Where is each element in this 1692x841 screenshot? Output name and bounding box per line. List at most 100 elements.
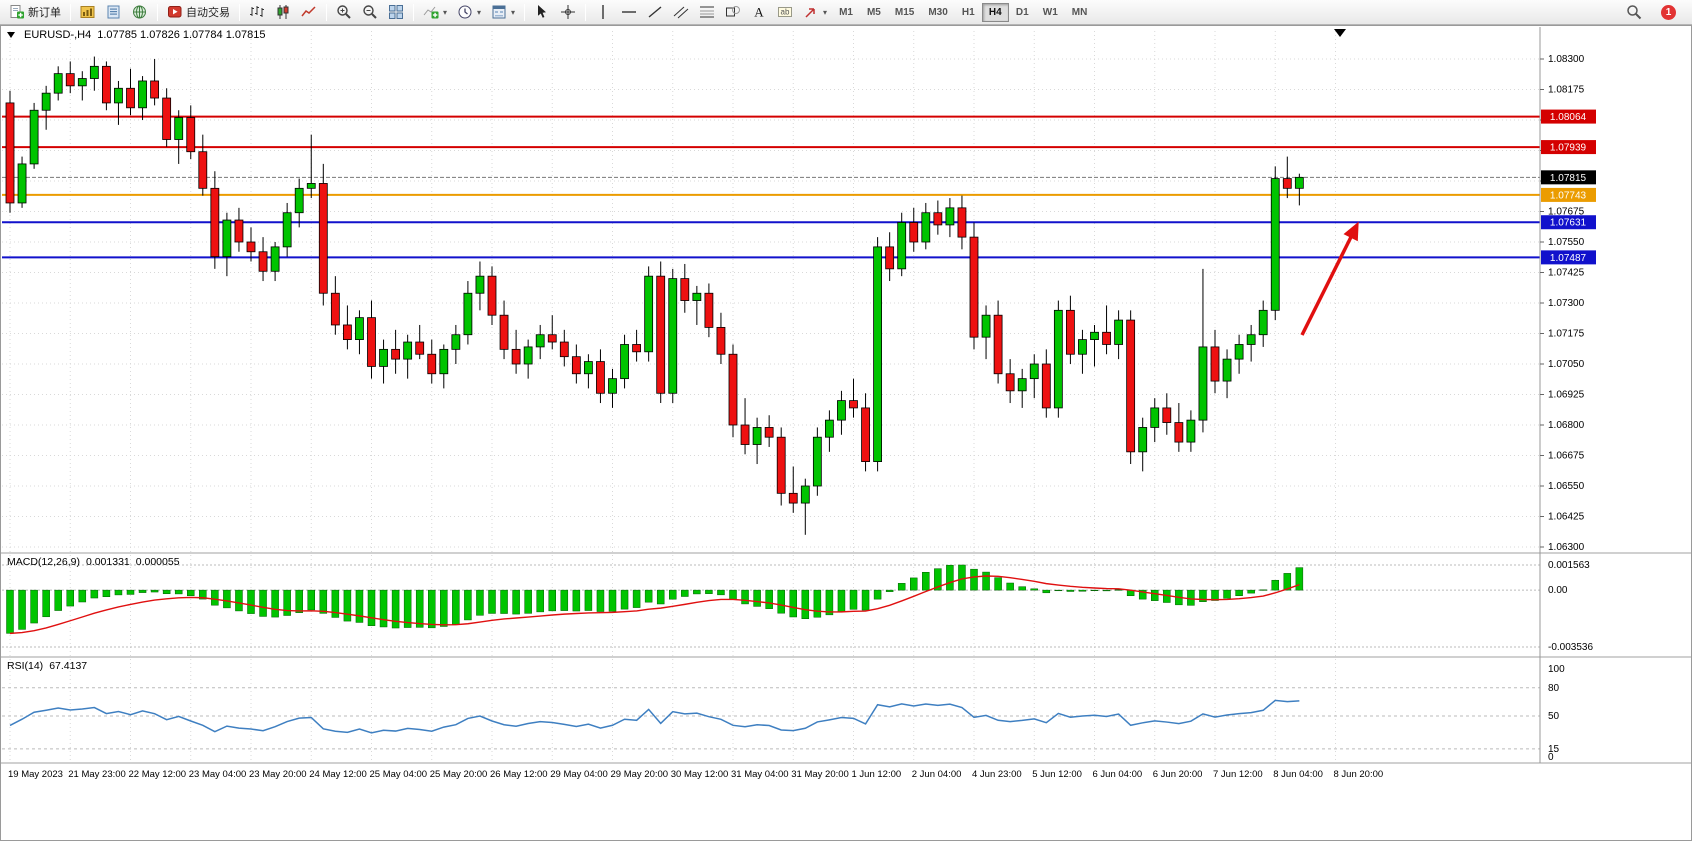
price-axis-label: 1.07675 bbox=[1548, 207, 1585, 218]
zoom-in-button[interactable] bbox=[332, 2, 356, 23]
timeframe-h4-button[interactable]: H4 bbox=[981, 2, 1009, 22]
time-axis-label: 6 Jun 20:00 bbox=[1153, 769, 1203, 780]
trend-arrow-annotation[interactable] bbox=[1300, 221, 1359, 336]
text-label-button[interactable]: ab bbox=[773, 2, 797, 23]
time-axis-label: 25 May 20:00 bbox=[430, 769, 488, 780]
timeframe-d1-button[interactable]: D1 bbox=[1009, 3, 1036, 22]
chart-title: EURUSD-,H4 1.07785 1.07826 1.07784 1.078… bbox=[7, 29, 265, 41]
chart-canvas[interactable]: 1.083001.081751.080501.079251.078001.076… bbox=[0, 25, 1692, 841]
time-axis-label: 30 May 12:00 bbox=[671, 769, 729, 780]
bar-chart-button[interactable] bbox=[245, 2, 269, 23]
time-axis-label: 31 May 04:00 bbox=[731, 769, 789, 780]
crosshair-icon bbox=[560, 4, 576, 20]
tile-windows-button[interactable] bbox=[384, 2, 408, 23]
chart-collapse-icon[interactable] bbox=[7, 32, 15, 38]
zoom-out-button[interactable] bbox=[358, 2, 382, 23]
autotrade-button-label: 自动交易 bbox=[186, 7, 230, 19]
price-axis-label: 1.07050 bbox=[1548, 359, 1585, 370]
arrows-icon bbox=[803, 4, 819, 20]
candles-layer bbox=[5, 56, 1304, 535]
price-axis-label: 1.07425 bbox=[1548, 268, 1585, 279]
toolbar-separator bbox=[70, 3, 71, 21]
line-chart-icon bbox=[301, 4, 317, 20]
timeframe-mn-button[interactable]: MN bbox=[1065, 3, 1095, 22]
text-button[interactable]: A bbox=[747, 2, 771, 23]
svg-text:1.07939: 1.07939 bbox=[1550, 143, 1587, 154]
price-axis-label: 1.06300 bbox=[1548, 542, 1585, 553]
chart-window: 1.083001.081751.080501.079251.078001.076… bbox=[0, 25, 1692, 841]
line-chart-button[interactable] bbox=[297, 2, 321, 23]
time-axis[interactable]: 19 May 2023 21 May 23:00 22 May 12:00 23 Ma… bbox=[8, 769, 1383, 780]
price-badge[interactable]: 1.07939 bbox=[1541, 140, 1596, 155]
price-badge[interactable]: 1.07631 bbox=[1541, 215, 1596, 230]
svg-text:1.07631: 1.07631 bbox=[1550, 218, 1587, 229]
bar-chart-icon bbox=[249, 4, 265, 20]
timeframe-m5-button[interactable]: M5 bbox=[860, 3, 888, 22]
svg-text:1.08064: 1.08064 bbox=[1550, 112, 1587, 123]
price-axis-label: 1.06925 bbox=[1548, 390, 1585, 401]
timeframe-h1-button[interactable]: H1 bbox=[955, 3, 982, 22]
rsi-indicator-label: RSI(14) 67.4137 bbox=[7, 660, 87, 672]
cursor-button[interactable] bbox=[530, 2, 554, 23]
macd-main-value: 0.001331 bbox=[85, 556, 130, 568]
data-window-icon bbox=[106, 4, 122, 20]
tile-windows-icon bbox=[388, 4, 404, 20]
price-badge[interactable]: 1.08064 bbox=[1541, 109, 1596, 124]
periods-button[interactable]: ▾ bbox=[453, 2, 485, 23]
dropdown-caret-icon[interactable]: ▾ bbox=[443, 7, 448, 17]
new-order-button[interactable]: 新订单 bbox=[5, 2, 65, 23]
time-axis-label: 8 Jun 20:00 bbox=[1334, 769, 1384, 780]
notification-badge[interactable]: 1 bbox=[1661, 4, 1676, 20]
market-watch-button[interactable] bbox=[76, 2, 100, 23]
toolbar-right-group: 1 bbox=[1621, 2, 1688, 23]
time-axis-label: 23 May 20:00 bbox=[249, 769, 307, 780]
chart-ohlc-values: 1.07785 1.07826 1.07784 1.07815 bbox=[97, 29, 266, 41]
candlestick-icon bbox=[275, 4, 291, 20]
navigator-button[interactable] bbox=[128, 2, 152, 23]
cursor-icon bbox=[534, 4, 550, 20]
price-axis-label: 1.06800 bbox=[1548, 420, 1585, 431]
svg-text:1.07815: 1.07815 bbox=[1550, 173, 1587, 184]
rsi-params: RSI(14) bbox=[7, 660, 44, 672]
horizontal-lines-layer[interactable] bbox=[2, 115, 1540, 259]
data-window-button[interactable] bbox=[102, 2, 126, 23]
price-axis-label: 1.08175 bbox=[1548, 85, 1585, 96]
autotrade-button[interactable]: 自动交易 bbox=[163, 2, 234, 23]
dropdown-caret-icon[interactable]: ▾ bbox=[477, 7, 482, 17]
search-button[interactable] bbox=[1622, 2, 1646, 23]
toolbar-separator bbox=[524, 3, 526, 21]
timeframe-m30-button[interactable]: M30 bbox=[921, 3, 954, 22]
indicators-button[interactable]: ▾ bbox=[419, 2, 451, 23]
horizontal-line-button[interactable] bbox=[617, 2, 641, 23]
timeframe-m15-button[interactable]: M15 bbox=[888, 3, 921, 22]
channel-button[interactable] bbox=[669, 2, 693, 23]
time-axis-label: 4 Jun 23:00 bbox=[972, 769, 1022, 780]
trendline-button[interactable] bbox=[643, 2, 667, 23]
crosshair-button[interactable] bbox=[556, 2, 580, 23]
time-axis-label: 29 May 20:00 bbox=[611, 769, 669, 780]
templates-button[interactable]: ▾ bbox=[487, 2, 519, 23]
timeframe-w1-button[interactable]: W1 bbox=[1036, 3, 1065, 22]
macd-signal-value: 0.000055 bbox=[135, 556, 180, 568]
shapes-button[interactable] bbox=[721, 2, 745, 23]
price-badge[interactable]: 1.07743 bbox=[1541, 187, 1596, 202]
price-badge[interactable]: 1.07815 bbox=[1541, 170, 1596, 185]
time-axis-label: 29 May 04:00 bbox=[550, 769, 608, 780]
vertical-line-button[interactable] bbox=[591, 2, 615, 23]
candlestick-button[interactable] bbox=[271, 2, 295, 23]
fibonacci-button[interactable] bbox=[695, 2, 719, 23]
price-axis-label: 1.07550 bbox=[1548, 237, 1585, 248]
rsi-axis-label: 50 bbox=[1548, 711, 1560, 722]
indicators-icon bbox=[423, 4, 439, 20]
toolbar-separator bbox=[585, 3, 587, 21]
timeframe-m1-button[interactable]: M1 bbox=[832, 3, 860, 22]
toolbar-separator bbox=[157, 3, 158, 21]
chart-shift-marker-icon[interactable] bbox=[1334, 29, 1346, 37]
dropdown-caret-icon[interactable]: ▾ bbox=[511, 7, 516, 17]
templates-icon bbox=[491, 4, 507, 20]
price-badge[interactable]: 1.07487 bbox=[1541, 250, 1596, 265]
dropdown-caret-icon[interactable]: ▾ bbox=[823, 7, 828, 17]
arrows-button[interactable]: ▾ bbox=[799, 2, 831, 23]
price-axis-label: 1.06550 bbox=[1548, 481, 1585, 492]
